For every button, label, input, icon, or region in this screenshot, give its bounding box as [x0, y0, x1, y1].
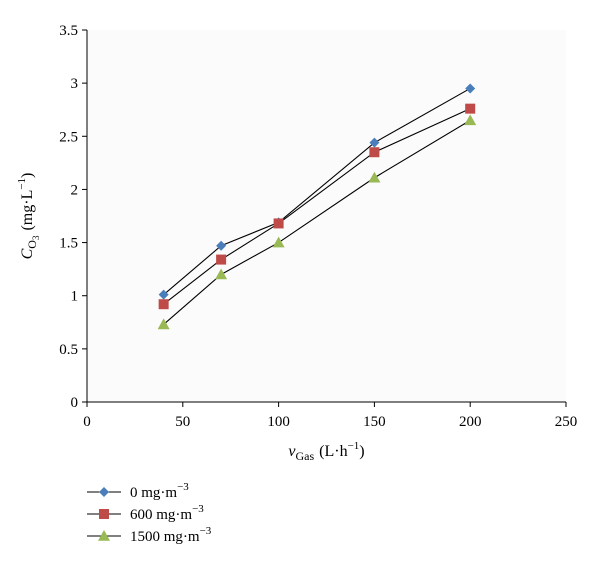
- y-tick-label: 1.5: [59, 236, 78, 252]
- legend-marker: [99, 509, 109, 519]
- x-tick-label: 150: [363, 414, 386, 430]
- data-point: [369, 147, 380, 158]
- legend-label: 600 mg·m−3: [130, 503, 204, 523]
- data-point: [273, 218, 284, 229]
- data-point: [215, 268, 228, 280]
- x-tick-label: 50: [175, 414, 190, 430]
- data-point: [465, 103, 476, 114]
- y-axis-ticks: 0 0.5 1 1.5 2 2.5 3 3.5: [59, 23, 87, 411]
- series-square: [158, 103, 476, 310]
- data-point: [465, 83, 476, 94]
- y-axis-label: CO3(mg·L−1): [16, 173, 41, 260]
- y-tick-label: 1: [71, 289, 79, 305]
- x-axis-ticks: 0 50 100 150 200 250: [83, 402, 577, 430]
- legend-item: 1500 mg·m−3: [87, 525, 212, 545]
- data-point: [368, 171, 381, 183]
- y-tick-label: 2: [71, 182, 79, 198]
- data-point: [158, 299, 169, 310]
- series-layer: [157, 83, 477, 330]
- data-point: [369, 137, 380, 148]
- legend-marker: [99, 487, 109, 497]
- legend-marker: [98, 530, 110, 541]
- x-tick-label: 200: [459, 414, 482, 430]
- data-point: [464, 114, 477, 126]
- legend-label: 0 mg·m−3: [130, 481, 189, 501]
- y-tick-label: 0.5: [59, 342, 78, 358]
- data-point: [157, 318, 170, 330]
- y-tick-label: 2.5: [59, 129, 78, 145]
- y-tick-label: 3: [71, 76, 79, 92]
- plot-background: [87, 30, 566, 402]
- x-axis-label: vGas (L·h−1): [288, 440, 364, 463]
- x-tick-label: 0: [83, 414, 91, 430]
- axes: [86, 30, 566, 403]
- x-tick-label: 250: [555, 414, 578, 430]
- data-point: [216, 254, 227, 265]
- data-point: [216, 240, 227, 251]
- legend-item: 0 mg·m−3: [87, 481, 189, 501]
- legend-item: 600 mg·m−3: [87, 503, 204, 523]
- y-tick-label: 0: [71, 395, 79, 411]
- data-point: [158, 289, 169, 300]
- legend-label: 1500 mg·m−3: [130, 525, 212, 545]
- y-tick-label: 3.5: [59, 23, 78, 39]
- data-point: [272, 236, 285, 248]
- series-triangle: [157, 114, 477, 330]
- x-tick-label: 100: [267, 414, 290, 430]
- plot-area: [87, 30, 566, 402]
